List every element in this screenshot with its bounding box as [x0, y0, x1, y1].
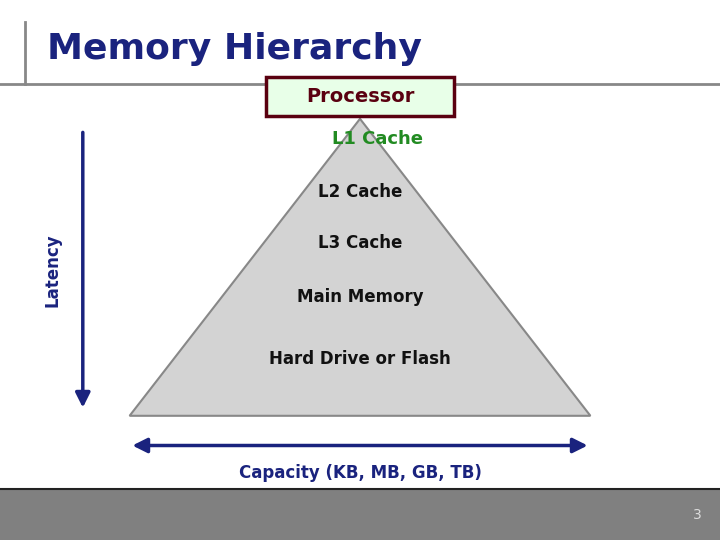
- Text: Processor: Processor: [306, 87, 414, 106]
- Text: L1 Cache: L1 Cache: [333, 130, 423, 148]
- Text: L2 Cache: L2 Cache: [318, 183, 402, 201]
- Text: Latency: Latency: [44, 233, 62, 307]
- Text: L3 Cache: L3 Cache: [318, 234, 402, 252]
- Text: Main Memory: Main Memory: [297, 288, 423, 306]
- Bar: [0, 489, 720, 540]
- Text: Memory Hierarchy: Memory Hierarchy: [47, 32, 422, 65]
- Text: 3: 3: [693, 508, 702, 522]
- Polygon shape: [130, 119, 590, 416]
- Text: Hard Drive or Flash: Hard Drive or Flash: [269, 350, 451, 368]
- Bar: [266, 77, 454, 116]
- Text: Capacity (KB, MB, GB, TB): Capacity (KB, MB, GB, TB): [238, 463, 482, 482]
